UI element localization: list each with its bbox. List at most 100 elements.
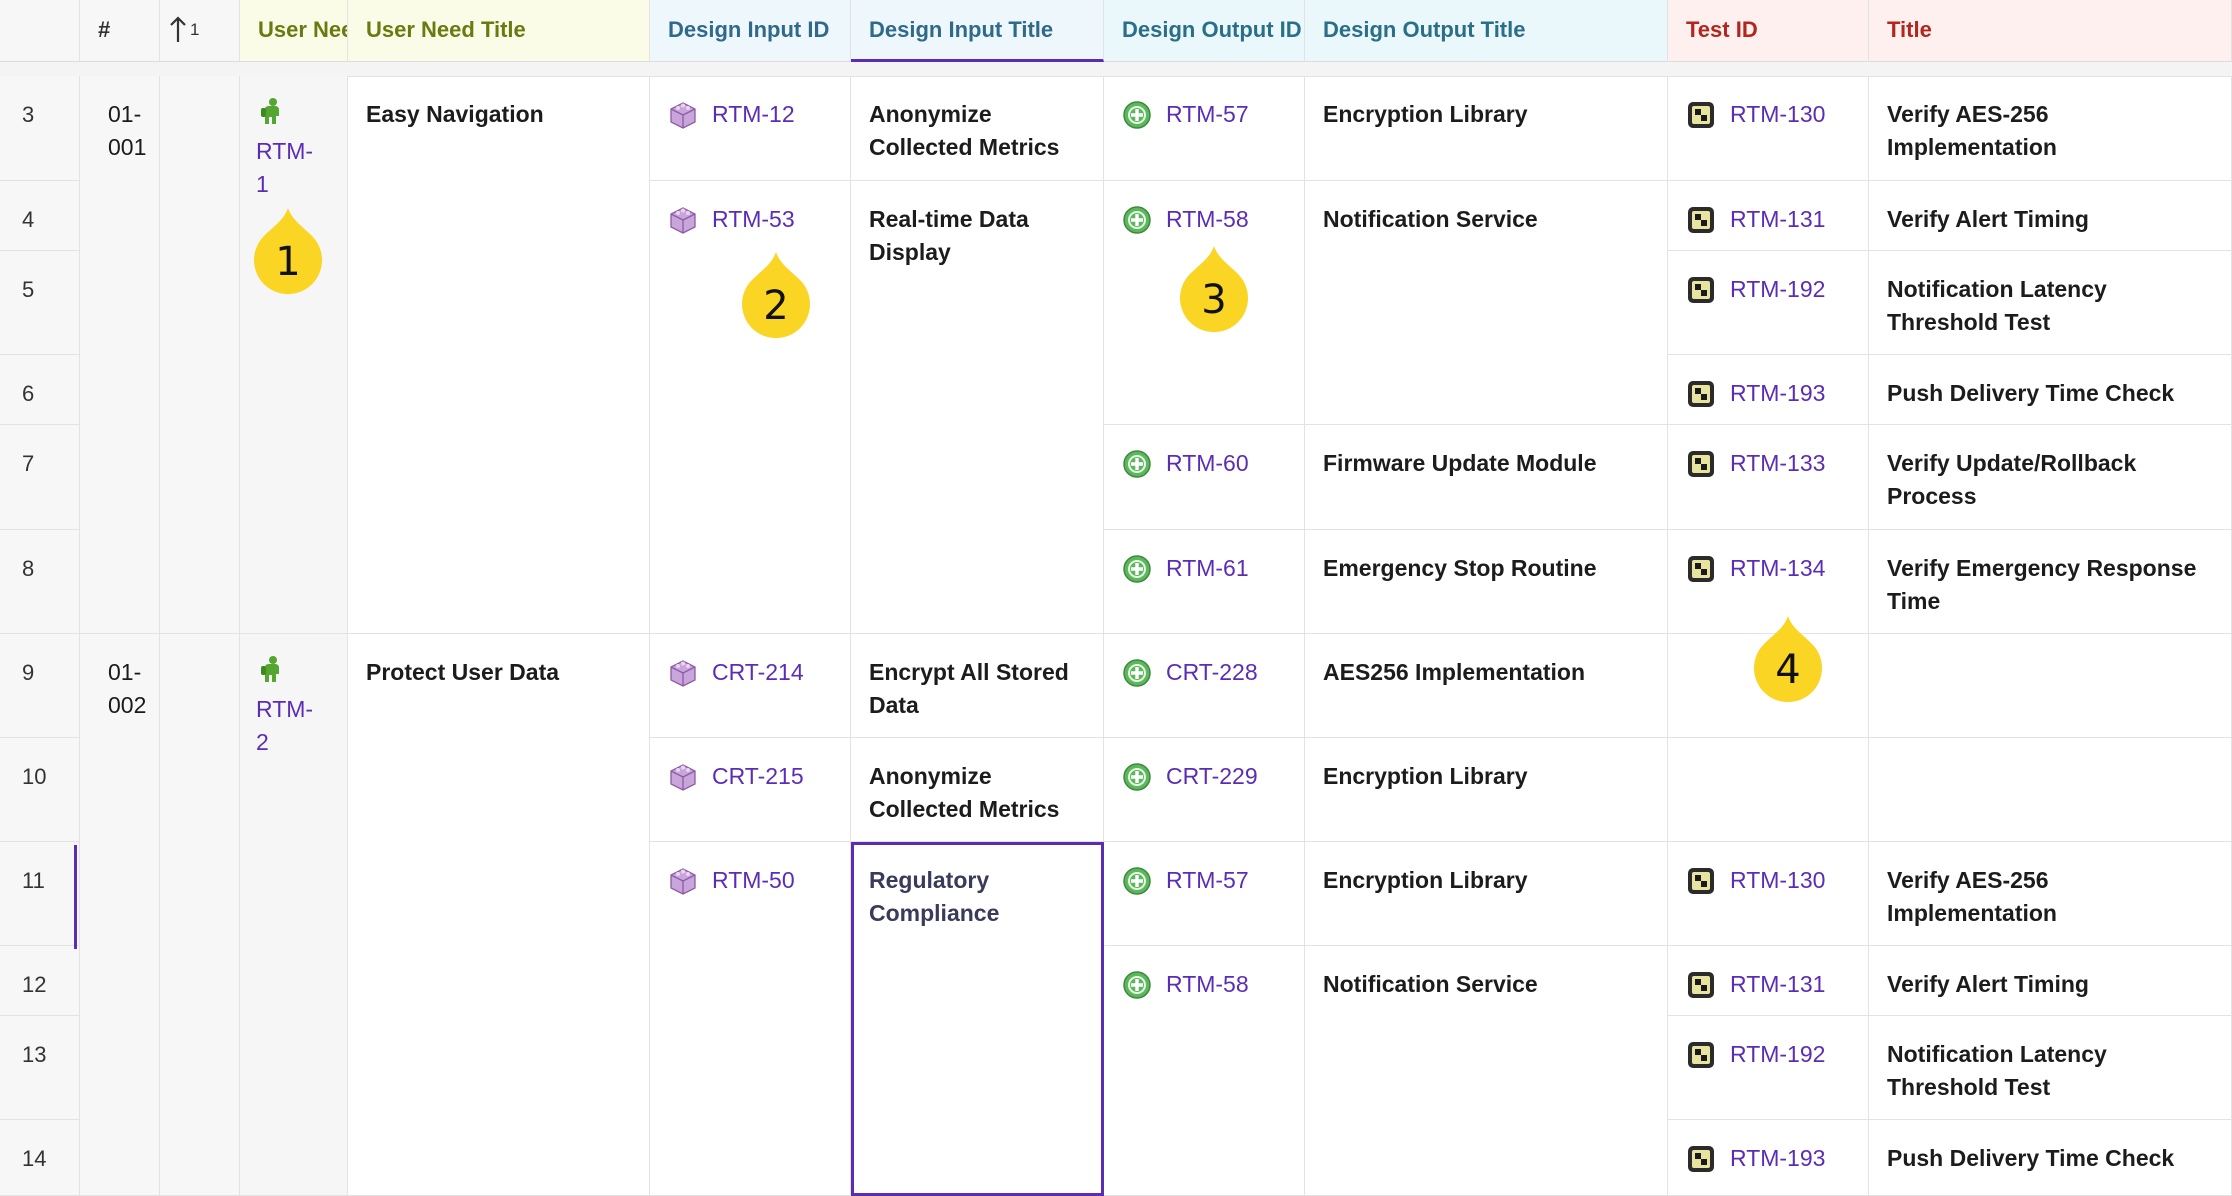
user-need-id-cell: RTM-1: [240, 76, 348, 634]
design-input-id-cell: RTM-12: [650, 76, 851, 181]
design-output-id-link[interactable]: RTM-58: [1166, 206, 1249, 232]
test-id-cell: RTM-131: [1668, 946, 1869, 1016]
header-user-need-id[interactable]: User Need: [240, 0, 348, 62]
design-output-id-cell: RTM-57: [1104, 76, 1305, 181]
row-number-cell: 8: [0, 530, 80, 634]
design-input-id-link[interactable]: RTM-12: [712, 101, 795, 127]
test-id[interactable]: RTM-133: [1686, 447, 1850, 488]
design-input-id[interactable]: CRT-215: [668, 760, 832, 801]
design-output-id[interactable]: RTM-58: [1122, 968, 1286, 1009]
test-title: Verify Emergency Response Time: [1887, 555, 2197, 614]
row-number-cell: 12: [0, 946, 80, 1016]
design-output-id[interactable]: RTM-58: [1122, 203, 1286, 244]
user-need-id-link[interactable]: RTM-1: [256, 138, 314, 197]
design-output-id-cell: RTM-58: [1104, 946, 1305, 1196]
design-input-title: Regulatory Compliance: [869, 867, 1000, 926]
person-icon: [256, 94, 335, 135]
header-number[interactable]: #: [80, 0, 160, 62]
test-title-cell: Notification Latency Threshold Test: [1869, 251, 2232, 355]
design-input-id[interactable]: CRT-214: [668, 656, 832, 697]
row-number: 6: [22, 381, 35, 406]
design-output-id-cell: RTM-58: [1104, 181, 1305, 425]
header-user-need-title[interactable]: User Need Title: [348, 0, 650, 62]
test-id[interactable]: RTM-193: [1686, 1142, 1850, 1183]
design-output-title-cell: Notification Service: [1305, 946, 1668, 1196]
user-need-title: Protect User Data: [366, 659, 560, 685]
row-number: 13: [22, 1042, 47, 1067]
test-id-link[interactable]: RTM-192: [1730, 1041, 1826, 1067]
design-output-id-cell: RTM-61: [1104, 530, 1305, 634]
design-output-id[interactable]: CRT-228: [1122, 656, 1286, 697]
test-id-link[interactable]: RTM-193: [1730, 380, 1826, 406]
design-output-id-link[interactable]: CRT-228: [1166, 659, 1258, 685]
plus-circle-icon: [1122, 968, 1152, 1009]
test-title: Verify AES-256 Implementation: [1887, 101, 2057, 160]
test-id[interactable]: RTM-192: [1686, 1038, 1850, 1079]
test-id[interactable]: RTM-131: [1686, 203, 1850, 244]
row-number-cell: 13: [0, 1016, 80, 1120]
test-title: Notification Latency Threshold Test: [1887, 276, 2107, 335]
design-input-id-link[interactable]: CRT-214: [712, 659, 804, 685]
design-output-id[interactable]: CRT-229: [1122, 760, 1286, 801]
design-output-id-link[interactable]: CRT-229: [1166, 763, 1258, 789]
sort-cell: [160, 76, 240, 634]
test-title: Push Delivery Time Check: [1887, 1145, 2175, 1171]
design-output-id-link[interactable]: RTM-57: [1166, 867, 1249, 893]
header-design-input-id[interactable]: Design Input ID: [650, 0, 851, 62]
header-test-id[interactable]: Test ID: [1668, 0, 1869, 62]
test-id[interactable]: RTM-130: [1686, 864, 1850, 905]
user-need-title-cell: Easy Navigation: [348, 76, 650, 634]
test-id[interactable]: RTM-193: [1686, 377, 1850, 418]
test-id-link[interactable]: RTM-134: [1730, 555, 1826, 581]
row-number: 11: [22, 868, 45, 893]
design-output-title: Notification Service: [1323, 206, 1538, 232]
design-input-title-cell[interactable]: Regulatory Compliance: [851, 842, 1104, 1196]
design-output-id-link[interactable]: RTM-57: [1166, 101, 1249, 127]
header-design-output-title[interactable]: Design Output Title: [1305, 0, 1668, 62]
test-id-link[interactable]: RTM-130: [1730, 101, 1826, 127]
design-input-id-link[interactable]: RTM-53: [712, 206, 795, 232]
design-input-id-link[interactable]: RTM-50: [712, 867, 795, 893]
design-output-id-link[interactable]: RTM-61: [1166, 555, 1249, 581]
test-title-cell: Verify Alert Timing: [1869, 181, 2232, 251]
header-design-input-title[interactable]: Design Input Title: [851, 0, 1104, 62]
test-id[interactable]: RTM-134: [1686, 552, 1850, 593]
header-sort[interactable]: 1: [160, 0, 240, 62]
design-output-id-cell: CRT-228: [1104, 634, 1305, 738]
test-id-link[interactable]: RTM-192: [1730, 276, 1826, 302]
header-design-output-id[interactable]: Design Output ID: [1104, 0, 1305, 62]
design-output-id[interactable]: RTM-57: [1122, 98, 1286, 139]
test-id-link[interactable]: RTM-133: [1730, 450, 1826, 476]
callout-number: 1: [275, 239, 301, 285]
design-input-id-cell: CRT-214: [650, 634, 851, 738]
row-number: 9: [22, 660, 35, 685]
design-input-id[interactable]: RTM-12: [668, 98, 832, 139]
test-id-link[interactable]: RTM-131: [1730, 971, 1826, 997]
test-title: Notification Latency Threshold Test: [1887, 1041, 2107, 1100]
design-output-id-link[interactable]: RTM-60: [1166, 450, 1249, 476]
design-output-id[interactable]: RTM-60: [1122, 447, 1286, 488]
test-id-link[interactable]: RTM-193: [1730, 1145, 1826, 1171]
test-tube-icon: [1686, 273, 1716, 314]
design-input-id-cell: CRT-215: [650, 738, 851, 842]
test-id-link[interactable]: RTM-131: [1730, 206, 1826, 232]
test-id[interactable]: RTM-130: [1686, 98, 1850, 139]
design-input-id-link[interactable]: CRT-215: [712, 763, 804, 789]
design-output-title-cell: Encryption Library: [1305, 738, 1668, 842]
callout-number: 2: [763, 283, 789, 329]
test-title-cell: Push Delivery Time Check: [1869, 355, 2232, 425]
test-id-cell: RTM-193: [1668, 355, 1869, 425]
design-input-id[interactable]: RTM-53: [668, 203, 832, 244]
header-test-title[interactable]: Title: [1869, 0, 2232, 62]
design-input-id[interactable]: RTM-50: [668, 864, 832, 905]
user-need-id-link[interactable]: RTM-2: [256, 696, 314, 755]
test-id[interactable]: RTM-131: [1686, 968, 1850, 1009]
test-id-link[interactable]: RTM-130: [1730, 867, 1826, 893]
design-output-id-link[interactable]: RTM-58: [1166, 971, 1249, 997]
test-id[interactable]: RTM-192: [1686, 273, 1850, 314]
row-number-cell: 10: [0, 738, 80, 842]
design-output-id[interactable]: RTM-57: [1122, 864, 1286, 905]
design-output-id-cell: RTM-57: [1104, 842, 1305, 946]
design-output-id[interactable]: RTM-61: [1122, 552, 1286, 593]
